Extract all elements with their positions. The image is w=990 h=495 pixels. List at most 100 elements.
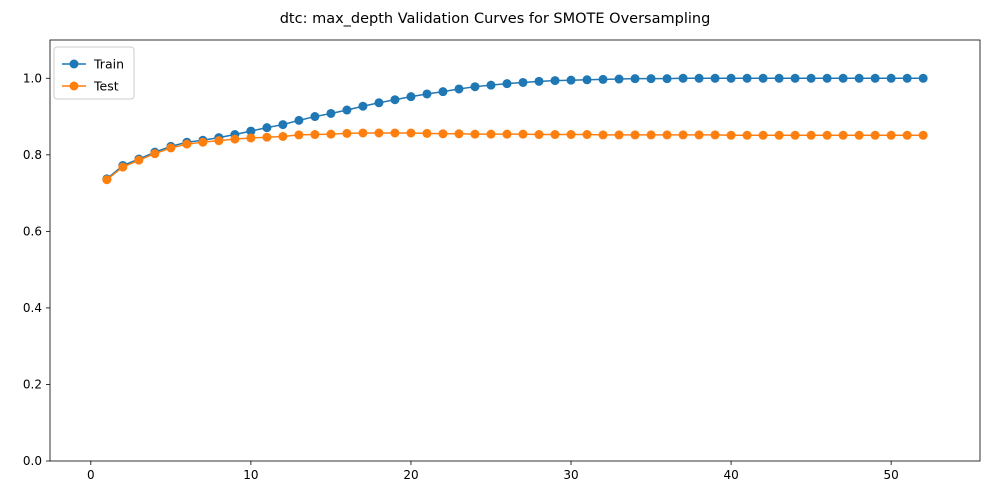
legend-swatch-marker [69,59,79,69]
y-tick-label: 0.0 [23,454,42,468]
data-point-train [870,73,880,83]
x-tick-label: 40 [723,468,738,482]
data-point-test [870,130,880,140]
data-point-test [246,133,256,143]
data-point-test [502,129,512,139]
data-point-train [534,76,544,86]
series-test [102,128,928,185]
data-point-test [454,129,464,139]
y-tick-label: 0.2 [23,377,42,391]
data-point-test [902,130,912,140]
data-point-train [518,77,528,87]
data-point-train [758,73,768,83]
data-point-test [470,129,480,139]
data-point-test [406,128,416,138]
data-point-test [534,130,544,140]
data-point-train [406,92,416,102]
data-point-test [886,130,896,140]
data-point-train [326,108,336,118]
series-line-train [106,77,924,180]
data-point-train [582,75,592,85]
data-point-train [806,73,816,83]
y-tick-label: 1.0 [23,71,42,85]
data-point-train [614,74,624,84]
y-tick-label: 0.6 [23,224,42,238]
x-tick-label: 50 [884,468,899,482]
data-point-train [774,73,784,83]
x-tick-label: 0 [87,468,95,482]
data-point-test [662,130,672,140]
plot-frame [49,39,981,462]
data-point-test [166,143,176,153]
data-point-test [598,130,608,140]
data-point-train [710,73,720,83]
data-point-test [646,130,656,140]
data-point-train [854,73,864,83]
data-point-train [886,73,896,83]
data-point-test [342,128,352,138]
data-point-test [118,162,128,172]
data-point-test [710,130,720,140]
data-point-test [374,128,384,138]
data-point-train [310,112,320,122]
data-point-test [198,137,208,147]
y-tick-label: 0.8 [23,148,42,162]
data-point-train [470,82,480,92]
data-point-test [102,175,112,185]
data-point-train [422,89,432,99]
data-point-train [918,73,928,83]
data-point-test [550,130,560,140]
data-point-test [582,130,592,140]
data-point-test [518,129,528,139]
legend-label: Train [93,57,124,72]
data-point-train [694,73,704,83]
data-point-train [374,98,384,108]
data-point-test [790,130,800,140]
data-point-test [630,130,640,140]
data-point-train [486,80,496,90]
legend-item-train: Train [62,57,124,72]
data-point-test [358,128,368,138]
data-point-test [438,129,448,139]
data-point-train [598,74,608,84]
data-point-train [278,120,288,130]
series-train [102,73,928,184]
legend-swatch-marker [69,81,79,91]
data-point-train [646,74,656,84]
data-point-test [678,130,688,140]
data-point-train [358,101,368,111]
data-point-test [918,130,928,140]
data-point-train [726,73,736,83]
data-point-test [310,130,320,140]
chart-title: dtc: max_depth Validation Curves for SMO… [280,11,711,27]
data-point-train [566,75,576,85]
data-point-train [678,73,688,83]
data-point-test [294,130,304,140]
y-tick-label: 0.4 [23,301,42,315]
data-point-test [134,155,144,165]
x-tick-label: 30 [563,468,578,482]
data-point-test [422,128,432,138]
series-group [102,73,928,185]
data-point-train [790,73,800,83]
data-point-train [662,74,672,84]
legend-item-test: Test [62,79,119,94]
data-point-test [230,134,240,144]
data-point-train [742,73,752,83]
data-point-train [822,73,832,83]
axes: 0 10 20 30 40 50 0.0 0.2 0.4 0.6 0.8 1.0 [23,39,981,482]
data-point-test [838,130,848,140]
data-point-test [390,128,400,138]
data-point-train [454,84,464,94]
data-point-test [182,139,192,149]
data-point-test [262,132,272,142]
legend: Train Test [53,46,135,100]
x-tick-label: 10 [243,468,258,482]
data-point-test [150,149,160,159]
data-point-test [822,130,832,140]
data-point-test [566,130,576,140]
legend-label: Test [93,79,119,94]
data-point-train [838,73,848,83]
